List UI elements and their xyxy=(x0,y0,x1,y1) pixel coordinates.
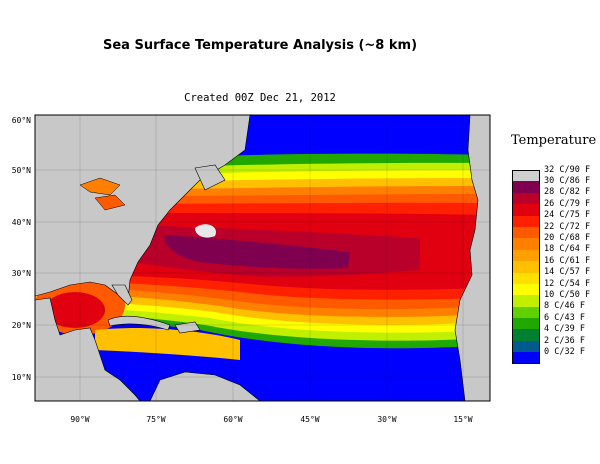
legend-label: 18 C/64 F xyxy=(544,244,591,255)
legend-label: 6 C/43 F xyxy=(544,312,585,323)
legend-swatch xyxy=(512,170,540,182)
legend-item: 8 C/46 F xyxy=(512,301,590,319)
legend-label: 8 C/46 F xyxy=(544,301,585,312)
graticule xyxy=(35,115,490,401)
legend-swatch xyxy=(512,272,540,284)
legend-label: 16 C/61 F xyxy=(544,255,591,266)
lat-tick-label: 30°N xyxy=(12,269,31,278)
lat-tick-label: 10°N xyxy=(12,373,31,382)
lat-tick-label: 50°N xyxy=(12,166,31,175)
legend-swatch xyxy=(512,329,540,341)
legend-item: 14 C/57 F xyxy=(512,267,590,284)
legend-label: 30 C/86 F xyxy=(544,176,591,187)
legend-swatch xyxy=(512,283,540,296)
legend-swatch xyxy=(512,352,540,364)
lon-tick-label: 30°W xyxy=(377,415,396,424)
legend-label: 0 C/32 F xyxy=(544,346,585,357)
legend-item: 20 C/68 F xyxy=(512,233,590,250)
legend-item: 24 C/75 F xyxy=(512,210,590,227)
legend-swatch xyxy=(512,249,540,262)
legend-item: 22 C/72 F xyxy=(512,222,590,239)
map-frame xyxy=(34,114,491,402)
legend-item: 4 C/39 F xyxy=(512,324,590,341)
legend-item: 18 C/64 F xyxy=(512,244,590,262)
legend-swatch xyxy=(512,306,540,319)
legend-label: 24 C/75 F xyxy=(544,210,591,221)
legend-item: 30 C/86 F xyxy=(512,176,590,193)
lon-tick-label: 60°W xyxy=(223,415,242,424)
lon-tick-label: 45°W xyxy=(300,415,319,424)
legend-label: 10 C/50 F xyxy=(544,289,591,300)
lat-tick-label: 60°N xyxy=(12,116,31,125)
lat-axis: 60°N 50°N 40°N 30°N 20°N 10°N xyxy=(12,116,31,382)
lon-tick-label: 90°W xyxy=(70,415,89,424)
legend-swatch xyxy=(512,204,540,216)
legend-item: 28 C/82 F xyxy=(512,187,590,205)
lon-tick-label: 15°W xyxy=(453,415,472,424)
legend-swatch xyxy=(512,261,540,273)
legend-swatch xyxy=(512,181,540,193)
legend-swatch xyxy=(512,215,540,227)
legend-swatch xyxy=(512,226,540,239)
legend-label: 14 C/57 F xyxy=(544,267,591,278)
legend-label: 20 C/68 F xyxy=(544,233,591,244)
legend-item: 16 C/61 F xyxy=(512,256,590,273)
legend-swatch xyxy=(512,295,540,307)
legend-label: 4 C/39 F xyxy=(544,324,585,335)
lat-tick-label: 20°N xyxy=(12,321,31,330)
legend-swatch xyxy=(512,318,540,330)
legend-item: 12 C/54 F xyxy=(512,279,590,296)
legend-label: 12 C/54 F xyxy=(544,278,591,289)
legend-swatch xyxy=(512,238,540,250)
legend-item: 26 C/79 F xyxy=(512,199,590,216)
lon-tick-label: 75°W xyxy=(146,415,165,424)
legend-swatch xyxy=(512,340,540,353)
chart-title: Sea Surface Temperature Analysis (~8 km) xyxy=(102,38,418,53)
legend-swatch xyxy=(512,192,540,205)
lon-axis: 90°W 75°W 60°W 45°W 30°W 15°W xyxy=(70,415,472,424)
legend-item: 2 C/36 F xyxy=(512,336,590,353)
legend-title: Temperature xyxy=(511,133,597,148)
legend-label: 28 C/82 F xyxy=(544,187,591,198)
legend-label: 26 C/79 F xyxy=(544,198,591,209)
legend-item: 0 C/32 F xyxy=(512,347,590,364)
legend-label: 2 C/36 F xyxy=(544,335,585,346)
created-date: Created 00Z Dec 21, 2012 xyxy=(184,92,336,104)
lat-tick-label: 40°N xyxy=(12,218,31,227)
legend-label: 32 C/90 F xyxy=(544,164,591,175)
legend-item: 6 C/43 F xyxy=(512,313,590,330)
legend-label: 22 C/72 F xyxy=(544,221,591,232)
legend-item: 10 C/50 F xyxy=(512,290,590,307)
legend-item: 32 C/90 F xyxy=(512,165,590,182)
temperature-legend: 32 C/90 F 30 C/86 F 28 C/82 F 26 C/79 F 24 C… xyxy=(512,165,590,364)
